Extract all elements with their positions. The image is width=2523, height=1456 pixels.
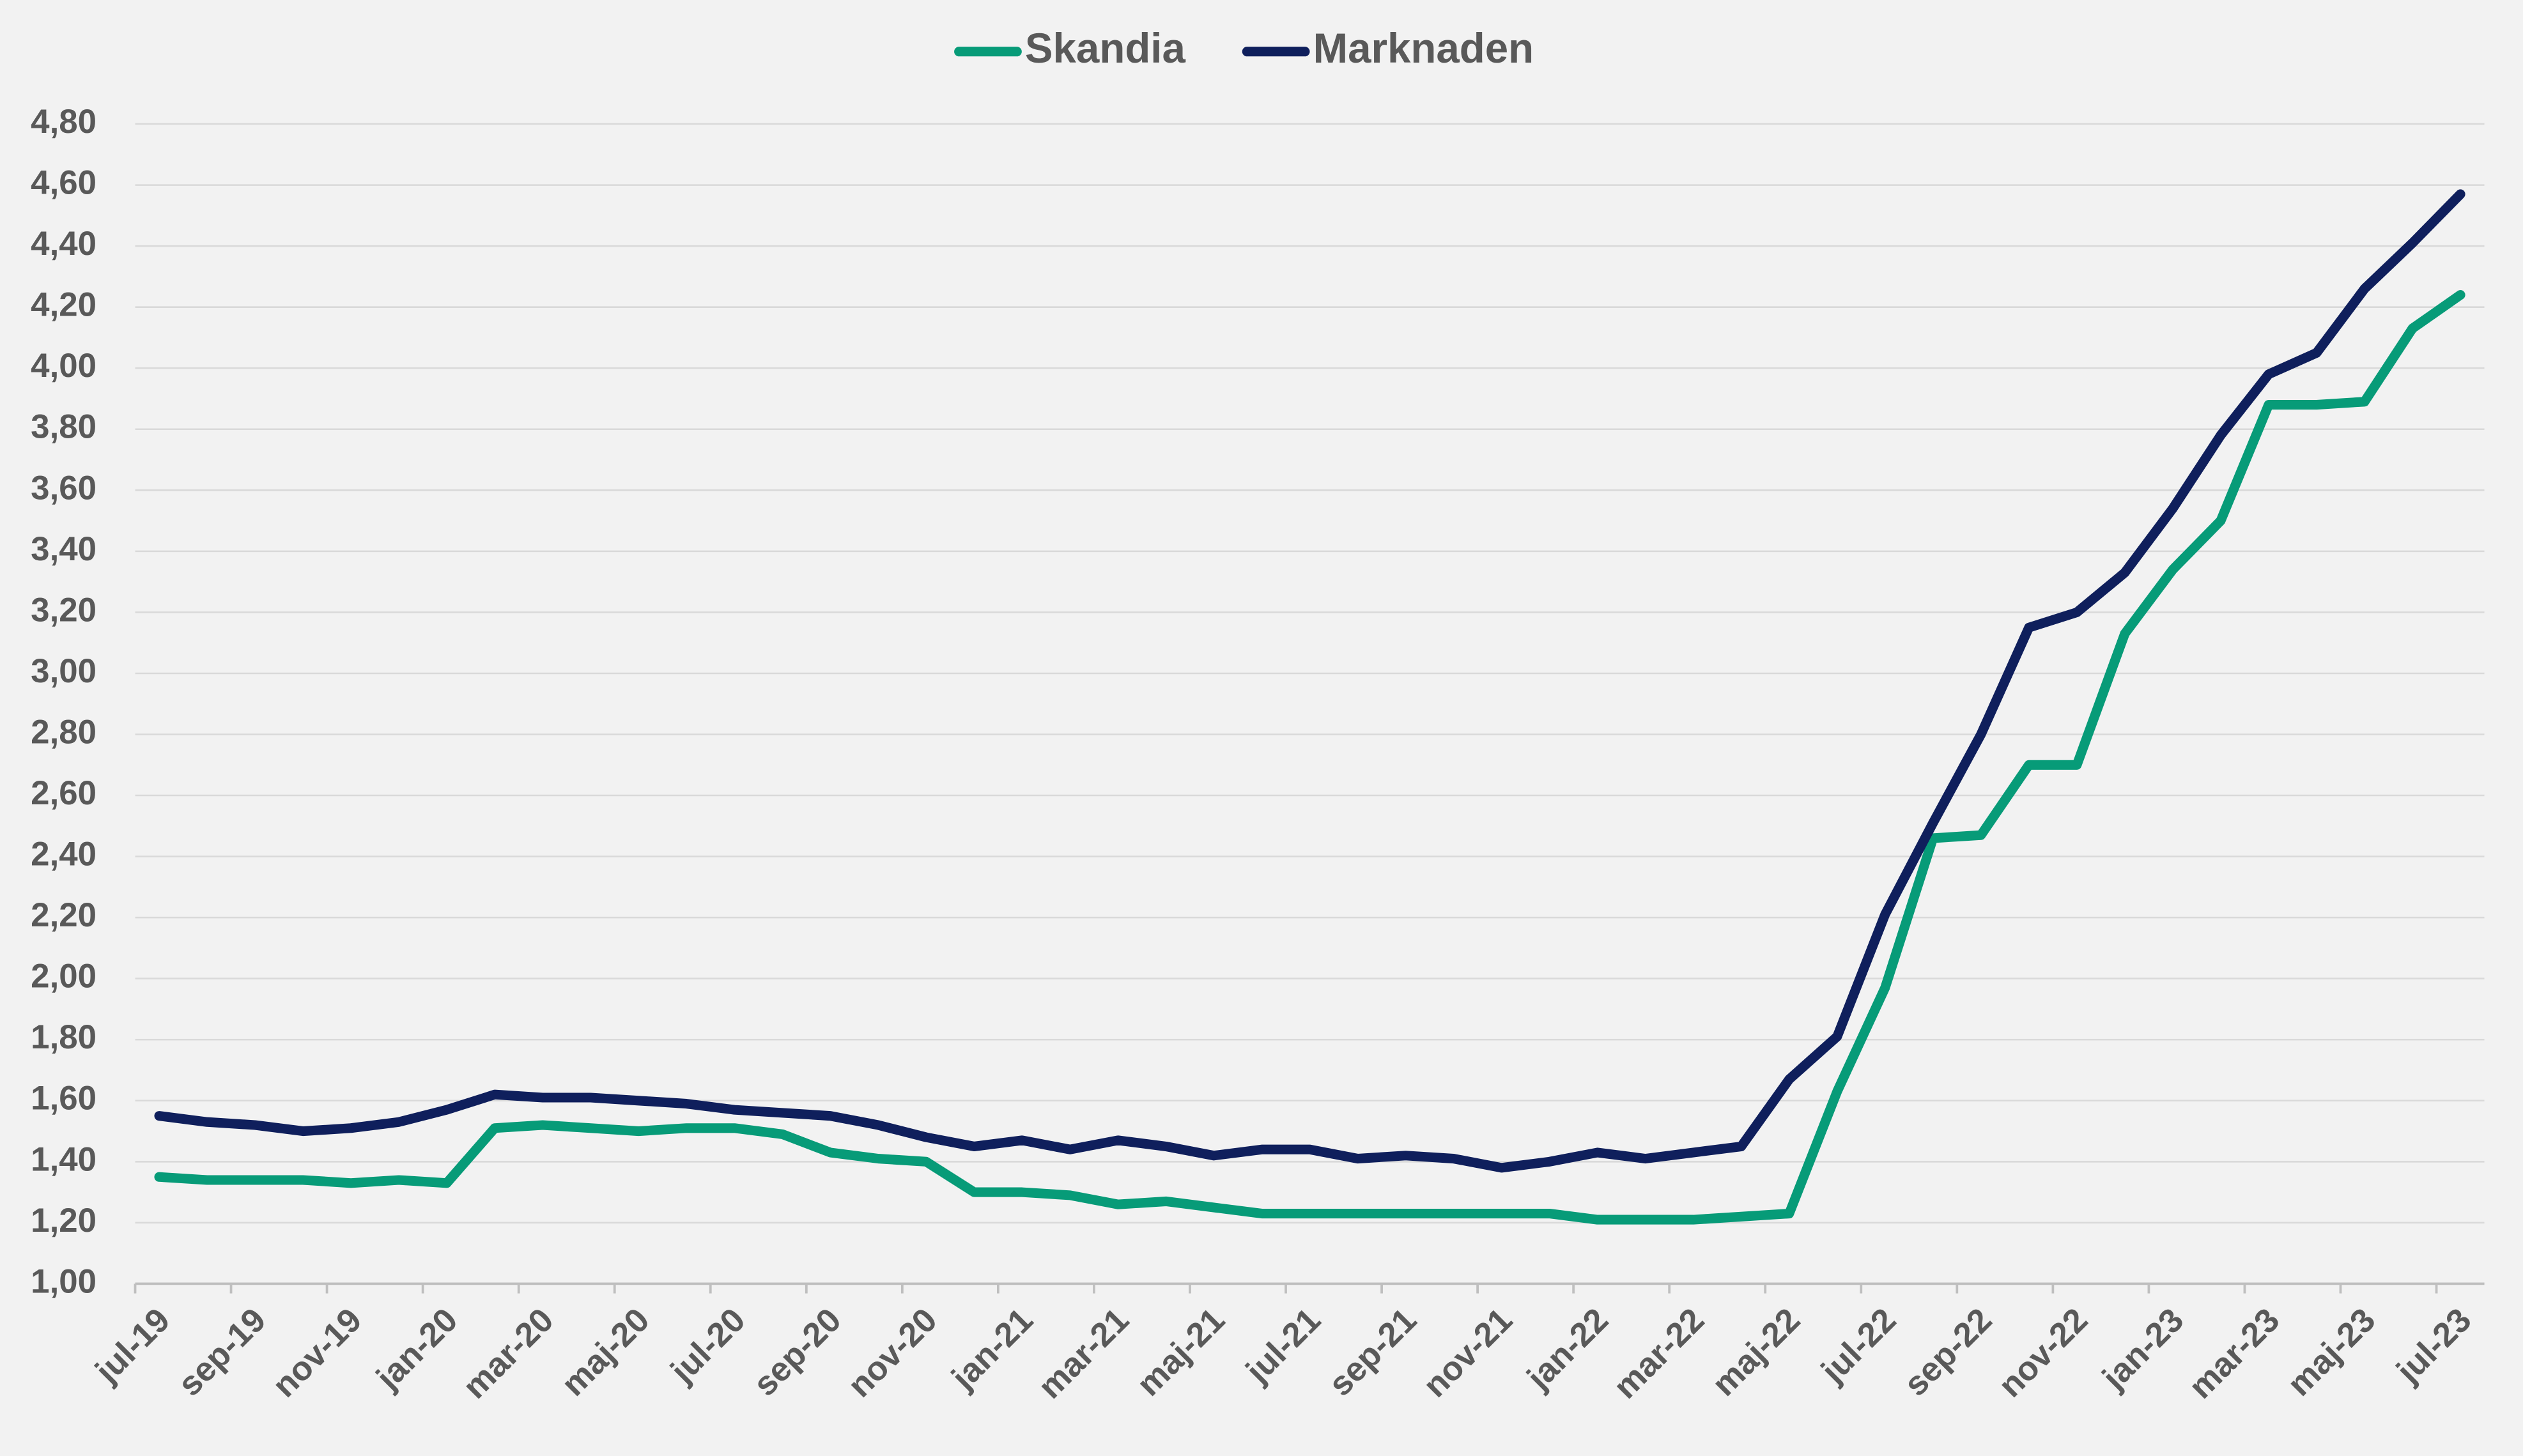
y-tick-label: 3,40 — [31, 530, 96, 568]
y-tick-label: 3,20 — [31, 591, 96, 629]
y-tick-label: 4,60 — [31, 164, 96, 202]
y-tick-label: 1,20 — [31, 1202, 96, 1239]
y-tick-label: 1,80 — [31, 1018, 96, 1056]
y-tick-label: 4,00 — [31, 347, 96, 385]
y-tick-label: 2,80 — [31, 713, 96, 751]
y-tick-label: 1,60 — [31, 1080, 96, 1117]
legend-label: Marknaden — [1313, 25, 1534, 72]
y-tick-label: 3,80 — [31, 408, 96, 446]
series-line — [154, 290, 2465, 1225]
series-line — [154, 189, 2465, 1173]
y-tick-label: 1,40 — [31, 1140, 96, 1178]
y-tick-label: 2,00 — [31, 958, 96, 995]
y-tick-label: 2,60 — [31, 774, 96, 812]
y-tick-label: 3,60 — [31, 469, 96, 507]
legend-label: Skandia — [1025, 25, 1186, 72]
y-tick-label: 4,40 — [31, 225, 96, 263]
y-tick-label: 3,00 — [31, 652, 96, 690]
y-tick-label: 4,20 — [31, 286, 96, 324]
y-tick-label: 2,20 — [31, 896, 96, 934]
y-tick-label: 2,40 — [31, 836, 96, 873]
y-tick-label: 1,00 — [31, 1262, 96, 1300]
y-tick-label: 4,80 — [31, 103, 96, 141]
